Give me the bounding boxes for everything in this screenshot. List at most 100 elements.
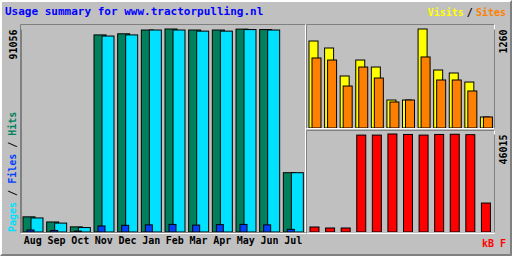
axis-line: [21, 30, 22, 233]
bar: [216, 225, 223, 232]
legend-separator: /: [7, 142, 18, 148]
bar: [390, 102, 399, 128]
bar: [268, 30, 280, 232]
tick: 1260: [494, 30, 509, 54]
frame-line: [307, 233, 495, 234]
tick-label: Oct: [71, 235, 89, 246]
bar: [435, 134, 444, 232]
frame-line: [1, 0, 512, 1]
bar: [220, 31, 232, 232]
legend-entry: Files: [7, 154, 18, 184]
frame-line: [20, 25, 21, 234]
tick-label: 1260: [498, 30, 509, 54]
tick: Jul: [284, 232, 302, 246]
bar: [244, 30, 256, 232]
outer-frame: [1, 1, 512, 256]
bar: [173, 30, 185, 232]
axis-line: [494, 135, 495, 233]
tick-label: Dec: [118, 235, 136, 246]
tick-label: May: [237, 235, 255, 246]
tick-label: Sep: [47, 235, 65, 246]
tick-label: Nov: [95, 235, 113, 246]
bar: [291, 173, 303, 232]
tick-label: Feb: [166, 235, 184, 246]
title: Usage summary for www.tractorpulling.nl: [5, 5, 263, 18]
frame-line: [305, 25, 306, 234]
bar: [102, 36, 114, 232]
frame-line: [1, 255, 512, 256]
bar: [359, 67, 368, 128]
legend-entry: kB F: [482, 238, 506, 249]
bar: [341, 228, 350, 232]
bar: [27, 230, 34, 232]
bar: [98, 226, 105, 232]
bar: [404, 134, 413, 232]
bar: [374, 78, 383, 128]
tick: Dec: [118, 232, 136, 246]
chart: 91056 Aug Sep Oct Nov Dec Jan Feb Mar Apr May Jun Ju…: [0, 0, 512, 256]
bar: [126, 35, 138, 232]
bar: [437, 80, 446, 128]
bar: [287, 229, 294, 232]
legend-separator: /: [7, 190, 18, 196]
bar: [483, 117, 492, 128]
tick: Sep: [47, 232, 65, 246]
bar: [372, 135, 381, 232]
background: [0, 0, 512, 256]
frame-line: [494, 25, 495, 129]
bar: [406, 100, 415, 128]
series: [310, 134, 490, 232]
x-axis: Aug Sep Oct Nov Dec Jan Feb Mar Apr May Jun Jul: [22, 232, 306, 246]
series: [27, 224, 294, 232]
tick-label: Mar: [189, 235, 207, 246]
frame-line: [1, 2, 2, 255]
frame-line: [307, 130, 495, 131]
frame-line: [0, 1, 1, 256]
series: [312, 57, 492, 128]
tick: Aug: [24, 232, 42, 246]
bar: [357, 135, 366, 232]
tick: Mar: [189, 232, 207, 246]
frame-line: [2, 254, 511, 255]
frame-line: [21, 24, 306, 25]
frame-line: [307, 24, 495, 25]
tick-label: Jan: [142, 235, 160, 246]
bars: [23, 29, 303, 232]
bar: [122, 225, 129, 232]
tick: May: [237, 232, 255, 246]
tick: Jan: [142, 232, 160, 246]
bar: [466, 135, 475, 232]
y-axis: 46015: [494, 135, 509, 233]
tick-label: Apr: [213, 235, 231, 246]
tick-label: 91056: [8, 30, 19, 60]
legend-entry: Visits: [428, 7, 464, 18]
bar: [74, 231, 81, 232]
tick: Nov: [95, 232, 113, 246]
bar: [481, 203, 490, 232]
y-axis: 91056: [8, 30, 22, 233]
series: [309, 29, 489, 128]
bar: [312, 58, 321, 128]
bar: [149, 30, 161, 232]
bar: [388, 134, 397, 232]
axis-line: [494, 30, 495, 129]
frame-line: [511, 1, 512, 256]
bar: [264, 225, 271, 232]
bar: [169, 224, 176, 232]
bar: [419, 135, 428, 232]
tick: 91056: [8, 30, 21, 60]
tick: Feb: [166, 232, 184, 246]
tick: Apr: [213, 232, 231, 246]
legend-separator: /: [467, 7, 473, 18]
bar: [240, 224, 247, 232]
bar: [310, 227, 319, 232]
bar: [468, 91, 477, 128]
panel-frame: [307, 131, 495, 234]
legend-entry: Pages: [7, 202, 18, 232]
frame-line: [494, 131, 495, 234]
bar: [51, 230, 58, 232]
tick: Jun: [260, 232, 278, 246]
bar: [145, 225, 152, 232]
series: [23, 29, 295, 232]
bar: [197, 31, 209, 232]
